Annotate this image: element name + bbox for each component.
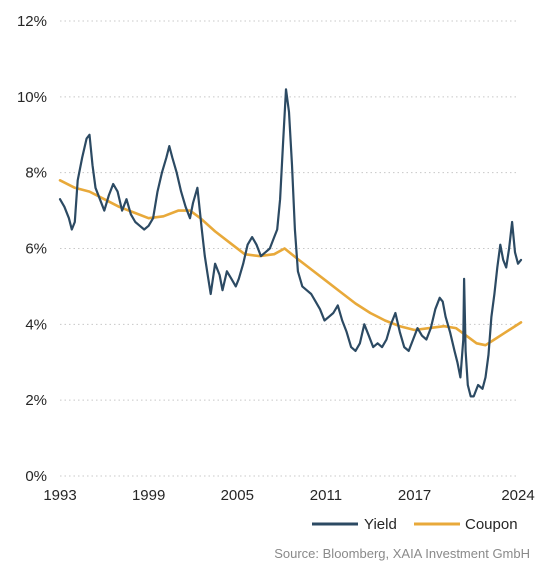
x-tick-label-2005: 2005: [221, 487, 254, 504]
legend-label-yield: Yield: [364, 516, 397, 533]
y-tick-label-4: 4%: [25, 316, 47, 333]
y-tick-label-6: 6%: [25, 241, 47, 258]
series-line-coupon: [58, 179, 523, 347]
y-tick-label-12: 12%: [17, 13, 47, 30]
series-line-yield: [58, 88, 523, 398]
source-note: Source: Bloomberg, XAIA Investment GmbH: [274, 546, 530, 561]
y-tick-label-2: 2%: [25, 392, 47, 409]
x-tick-label-2017: 2017: [398, 487, 431, 504]
legend: Yield Coupon: [312, 516, 518, 533]
x-axis-tick-labels: 1993 1999 2005 2011 2017 2024: [43, 487, 534, 504]
x-tick-label-2011: 2011: [310, 487, 342, 504]
y-tick-label-10: 10%: [17, 89, 47, 106]
y-tick-label-0: 0%: [25, 468, 47, 485]
series-lines: [58, 88, 523, 398]
y-axis-tick-labels: 0% 2% 4% 6% 8% 10% 12%: [17, 13, 47, 485]
x-tick-label-1999: 1999: [132, 487, 165, 504]
y-tick-label-8: 8%: [25, 165, 47, 182]
x-tick-label-2024: 2024: [501, 487, 534, 504]
legend-label-coupon: Coupon: [465, 516, 518, 533]
gridlines: [60, 20, 518, 477]
x-tick-label-1993: 1993: [43, 487, 76, 504]
